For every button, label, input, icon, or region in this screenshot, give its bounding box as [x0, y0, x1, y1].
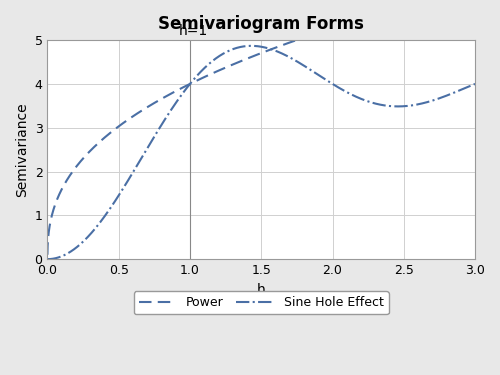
Power — [252, 53, 258, 58]
Text: h=1: h=1 — [178, 24, 208, 38]
Power — [241, 58, 247, 62]
Sine Hole Effect — [460, 87, 466, 91]
Power — [44, 252, 51, 257]
Sine Hole Effect — [44, 257, 51, 261]
Y-axis label: Semivariance: Semivariance — [15, 102, 29, 197]
Power — [381, 10, 387, 14]
Sine Hole Effect — [460, 87, 466, 92]
Line: Power: Power — [48, 0, 475, 255]
Power — [66, 174, 72, 178]
Line: Sine Hole Effect: Sine Hole Effect — [48, 46, 475, 259]
Sine Hole Effect — [382, 103, 388, 108]
Sine Hole Effect — [241, 44, 247, 49]
X-axis label: h: h — [257, 283, 266, 297]
Sine Hole Effect — [66, 250, 72, 255]
Legend: Power, Sine Hole Effect: Power, Sine Hole Effect — [134, 291, 389, 314]
Sine Hole Effect — [472, 82, 478, 86]
Title: Semivariogram Forms: Semivariogram Forms — [158, 15, 364, 33]
Sine Hole Effect — [248, 44, 254, 48]
Sine Hole Effect — [252, 44, 258, 48]
